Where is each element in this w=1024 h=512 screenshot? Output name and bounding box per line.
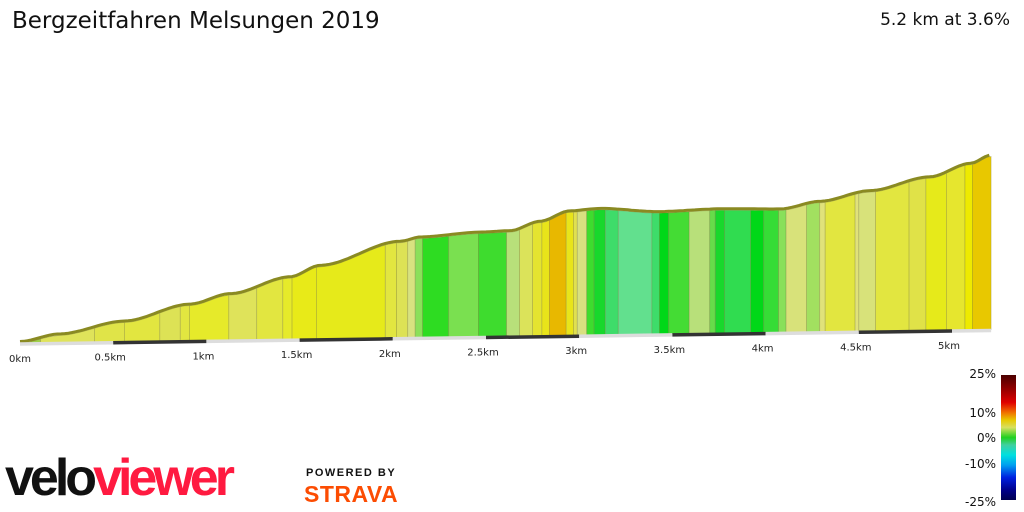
legend-label-minus-25: -25% xyxy=(964,495,996,509)
gradient-segment-50 xyxy=(946,164,966,331)
gradient-segment-33 xyxy=(668,211,690,335)
tick-label: 3.5km xyxy=(654,345,685,356)
elevation-profile-chart: 0km 0.5km 1km 1.5km 2km 2.5km 3km 3.5km 4km 4.5km… xyxy=(9,153,992,365)
gradient-segment-43 xyxy=(819,201,826,333)
gradient-segment-26 xyxy=(576,210,588,336)
gradient-segment-15 xyxy=(414,237,424,338)
gradient-segment-39 xyxy=(763,209,779,334)
gradient-segment-25 xyxy=(573,211,578,336)
gradient-segment-29 xyxy=(604,209,619,336)
gradient-segment-34 xyxy=(688,210,711,335)
gradient-segment-32 xyxy=(659,212,670,335)
axis-band xyxy=(299,337,393,342)
gradient-segment-9 xyxy=(282,277,293,340)
gradient-segment-10 xyxy=(291,266,317,340)
gradient-segment-41 xyxy=(785,204,807,333)
tick-label: 2km xyxy=(379,349,401,360)
legend-label-0: 0% xyxy=(976,431,996,445)
gradient-segment-46 xyxy=(858,191,876,332)
gradient-segment-5 xyxy=(179,305,191,342)
gradient-segment-11 xyxy=(315,244,386,340)
gradient-segment-52 xyxy=(972,156,992,331)
gradient-segment-18 xyxy=(478,231,507,338)
gradient-segment-22 xyxy=(541,219,550,337)
gradient-segment-24 xyxy=(565,211,574,336)
tick-label: 0.5km xyxy=(94,353,125,364)
tick-label: 3km xyxy=(565,346,587,357)
gradient-segment-28 xyxy=(593,209,606,336)
gradient-segment-12 xyxy=(384,242,397,339)
gradient-segment-37 xyxy=(724,209,752,334)
legend-label-10: 10% xyxy=(969,406,996,420)
axis-band xyxy=(113,339,207,345)
axis-band xyxy=(485,334,580,340)
gradient-segment-7 xyxy=(228,287,258,341)
gradient-segment-23 xyxy=(549,212,567,337)
gradient-segment-35 xyxy=(709,209,716,334)
tick-label: 1km xyxy=(192,351,214,362)
gradient-segment-30 xyxy=(617,210,653,336)
gradient-segment-42 xyxy=(806,202,821,333)
tick-label: 4km xyxy=(752,344,774,355)
page-title: Bergzeitfahren Melsungen 2019 xyxy=(12,8,380,34)
profile-ridge-line xyxy=(19,153,990,343)
tick-labels: 0km 0.5km 1km 1.5km 2km 2.5km 3km 3.5km 4km 4.5km… xyxy=(9,341,960,365)
legend-label-minus-10: -10% xyxy=(964,457,996,471)
gradient-segment-21 xyxy=(532,222,543,337)
gradient-segment-31 xyxy=(651,212,660,335)
gradient-segment-8 xyxy=(256,278,284,341)
climb-summary: 5.2 km at 3.6% xyxy=(880,10,1010,30)
tick-label: 5km xyxy=(938,341,960,352)
tick-label: 0km xyxy=(9,354,31,365)
gradient-segments xyxy=(19,156,992,344)
gradient-segment-16 xyxy=(422,235,450,338)
tick-label: 4.5km xyxy=(840,342,871,353)
profile-ridge xyxy=(19,153,990,343)
gradient-segment-44 xyxy=(824,193,856,333)
gradient-color-scale xyxy=(1001,375,1016,500)
distance-axis xyxy=(19,328,992,346)
tick-label: 2.5km xyxy=(467,348,498,359)
gradient-segment-47 xyxy=(875,181,910,332)
axis-band xyxy=(951,328,992,333)
gradient-segment-45 xyxy=(854,193,860,332)
gradient-segment-38 xyxy=(750,209,765,334)
axis-band xyxy=(858,329,953,335)
axis-band xyxy=(19,340,114,346)
gradient-segment-51 xyxy=(964,164,973,331)
gradient-segment-27 xyxy=(586,209,595,336)
axis-band xyxy=(672,331,766,337)
axis-band xyxy=(206,338,300,344)
gradient-segment-19 xyxy=(506,229,520,337)
legend-label-25: 25% xyxy=(969,367,996,381)
gradient-segment-36 xyxy=(714,209,725,334)
gradient-segment-14 xyxy=(407,238,416,339)
gradient-segment-40 xyxy=(778,209,787,333)
tick-label: 1.5km xyxy=(281,350,312,361)
veloviewer-logo: velo viewer xyxy=(5,449,235,507)
axis-band xyxy=(579,333,673,338)
gradient-segment-48 xyxy=(908,178,927,332)
gradient-segment-20 xyxy=(519,223,533,337)
strava-logo: STRAVA xyxy=(304,481,399,507)
gradient-segment-49 xyxy=(925,172,947,331)
axis-band xyxy=(765,330,859,336)
powered-by-label: POWERED BY xyxy=(306,467,397,479)
gradient-segment-17 xyxy=(448,233,479,338)
gradient-segment-13 xyxy=(396,240,409,339)
axis-band xyxy=(392,335,487,341)
